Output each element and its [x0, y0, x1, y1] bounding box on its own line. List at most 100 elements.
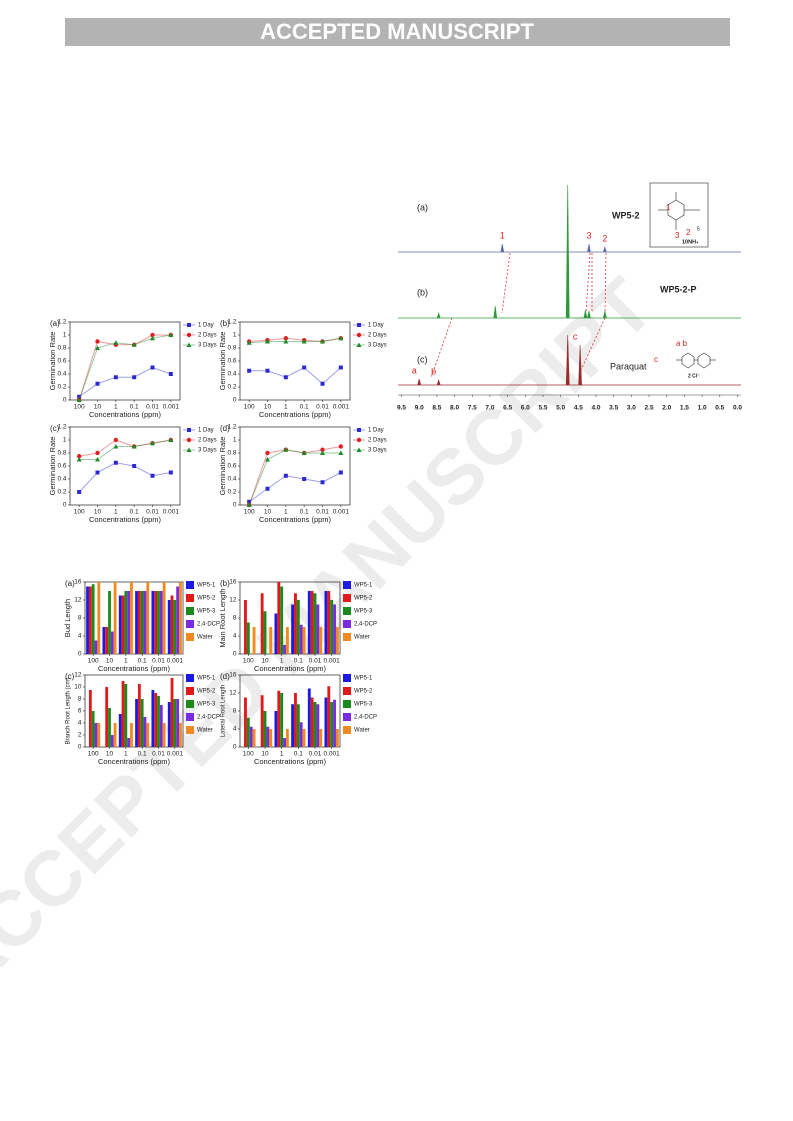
legend-swatch [343, 594, 351, 602]
x-tick-label: 0.01 [316, 404, 329, 411]
peak [436, 311, 441, 319]
y-tick-label: 0 [63, 502, 67, 509]
legend-label: WP5-3 [354, 609, 373, 615]
x-tick-label: 10 [261, 658, 269, 665]
legend-label: WP5-1 [354, 583, 373, 589]
x-tick-label: 9.0 [415, 405, 424, 412]
legend-swatch [186, 633, 194, 641]
x-tick-label: 1 [284, 509, 288, 516]
marker [95, 450, 100, 456]
x-tick-label: 0.1 [294, 751, 303, 758]
x-tick-label: 0.001 [333, 404, 350, 411]
peak [578, 344, 582, 386]
series-line [248, 449, 341, 506]
x-tick-label: 1 [124, 751, 128, 758]
marker [265, 457, 270, 462]
legend-swatch [186, 674, 194, 682]
legend-label: WP5-1 [197, 583, 216, 589]
legend-label: 1 Day [368, 323, 384, 329]
peak [583, 309, 588, 319]
panel-label: (d) [220, 672, 230, 681]
marker [301, 339, 307, 344]
bar [324, 591, 328, 654]
bar [88, 690, 92, 747]
bar [333, 604, 336, 654]
legend-marker [356, 447, 362, 452]
y-axis-label: Germination Rate [48, 437, 57, 496]
panel-label: (b) [417, 287, 428, 297]
y-axis-label: Germination Rate [48, 332, 57, 391]
bar [310, 591, 314, 654]
bar [140, 591, 144, 654]
marker [283, 336, 289, 341]
x-tick-label: 7.0 [485, 405, 494, 412]
bar [307, 591, 311, 654]
x-tick-label: 10 [94, 509, 102, 516]
bar [274, 613, 278, 654]
series-line [248, 446, 341, 506]
y-axis-label: Germination Rate [218, 437, 227, 496]
bar [310, 697, 314, 747]
marker [132, 464, 137, 468]
bar [127, 591, 131, 654]
bar [179, 582, 182, 654]
marker [76, 457, 82, 462]
marker [265, 486, 270, 491]
spectrum-name: WP5-2-P [660, 284, 697, 294]
x-tick-label: 0.001 [324, 751, 341, 758]
marker [338, 450, 344, 455]
legend-swatch [343, 726, 351, 734]
bar [252, 729, 256, 747]
marker [320, 381, 325, 386]
bar [113, 582, 117, 654]
y-tick-label: 0.4 [57, 371, 66, 378]
peak [565, 184, 570, 319]
y-tick-label: 1.2 [227, 424, 236, 431]
legend-swatch [186, 700, 194, 708]
bar [335, 729, 339, 747]
bar [277, 690, 281, 747]
structure-label: 10NH₄ [682, 239, 699, 245]
x-tick-label: 100 [243, 658, 254, 665]
marker [265, 450, 270, 456]
bar [91, 711, 95, 747]
y-tick-label: 16 [229, 579, 237, 586]
bar [327, 686, 331, 747]
y-tick-label: 0.8 [57, 450, 66, 457]
bar [121, 595, 125, 654]
y-tick-label: 4 [78, 720, 82, 727]
marker [77, 490, 82, 494]
x-tick-label: 3.5 [609, 405, 618, 412]
bar [167, 702, 171, 747]
marker [95, 457, 100, 462]
spectrum-name: WP5-2 [612, 210, 640, 220]
bar [118, 595, 122, 654]
x-tick-label: 0.1 [138, 658, 147, 665]
structure-label: 5 [697, 226, 700, 232]
structure-label: 2 [686, 228, 691, 237]
marker [338, 470, 343, 475]
peak-label: 2 [602, 233, 607, 243]
marker [320, 450, 325, 455]
legend-label: 1 Day [368, 428, 384, 434]
peak-label: 3 [586, 230, 591, 240]
marker [338, 365, 343, 370]
marker [247, 499, 252, 504]
panel-label: (b) [220, 319, 230, 328]
marker [95, 381, 100, 386]
x-tick-label: 0.1 [300, 509, 309, 516]
marker [283, 447, 289, 452]
bar [294, 693, 297, 747]
bar [285, 729, 289, 747]
plot-frame [69, 426, 181, 506]
x-tick-label: 1 [114, 404, 118, 411]
peak [436, 378, 441, 386]
marker [150, 365, 155, 370]
x-tick-label: 0.01 [152, 751, 165, 758]
structure-label: 2 Cl⁻ [688, 373, 700, 379]
marker [168, 470, 173, 475]
marker [301, 450, 307, 455]
x-tick-label: 8.0 [450, 405, 459, 412]
spectrum-name: Paraquat [610, 361, 647, 371]
legend-label: WP5-1 [354, 676, 373, 682]
